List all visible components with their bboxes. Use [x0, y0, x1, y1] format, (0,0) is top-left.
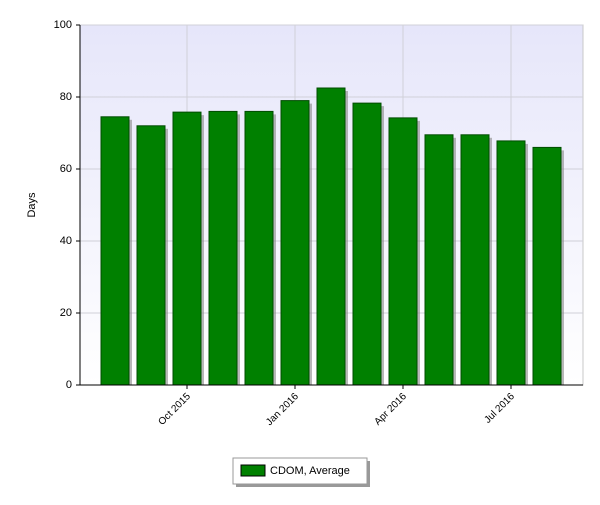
bar	[532, 146, 562, 386]
x-tick-label: Apr 2016	[373, 391, 410, 428]
y-axis-label: Days	[26, 192, 38, 218]
bar	[424, 134, 454, 386]
x-tick-label: Jan 2016	[264, 391, 301, 428]
bar	[316, 87, 346, 386]
y-tick-label: 20	[60, 307, 72, 319]
bar	[208, 110, 238, 386]
bar	[244, 110, 274, 386]
legend-swatch	[240, 464, 266, 477]
bar	[280, 100, 310, 386]
y-tick-label: 0	[66, 379, 72, 391]
y-tick-label: 40	[60, 235, 72, 247]
bar	[460, 134, 490, 386]
bar	[136, 125, 166, 386]
y-tick-label: 100	[54, 19, 72, 31]
bar	[100, 116, 130, 386]
x-tick-label: Oct 2015	[157, 391, 194, 428]
y-tick-label: 60	[60, 163, 72, 175]
x-tick-label: Jul 2016	[482, 391, 517, 426]
legend-label: CDOM, Average	[270, 465, 350, 477]
bar	[352, 102, 382, 386]
bar	[496, 140, 526, 386]
bar	[172, 111, 202, 386]
y-tick-label: 80	[60, 91, 72, 103]
bar	[388, 117, 418, 386]
